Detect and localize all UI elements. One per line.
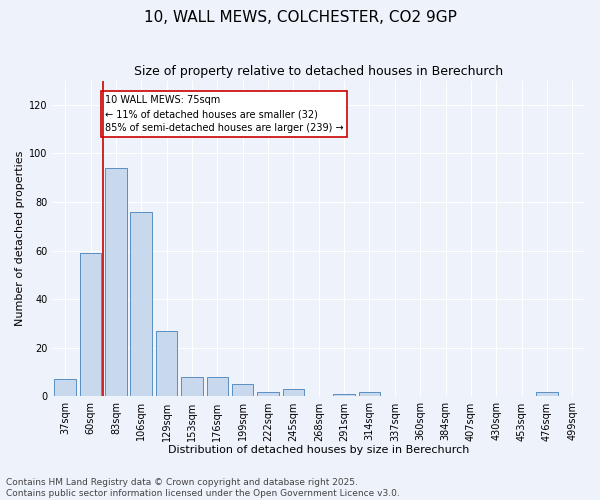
Bar xyxy=(80,253,101,396)
Bar xyxy=(283,389,304,396)
Bar xyxy=(55,380,76,396)
Title: Size of property relative to detached houses in Berechurch: Size of property relative to detached ho… xyxy=(134,65,503,78)
Bar xyxy=(206,377,228,396)
Y-axis label: Number of detached properties: Number of detached properties xyxy=(15,151,25,326)
Text: Contains HM Land Registry data © Crown copyright and database right 2025.
Contai: Contains HM Land Registry data © Crown c… xyxy=(6,478,400,498)
Text: 10, WALL MEWS, COLCHESTER, CO2 9GP: 10, WALL MEWS, COLCHESTER, CO2 9GP xyxy=(143,10,457,25)
Bar xyxy=(105,168,127,396)
Bar xyxy=(232,384,253,396)
Bar xyxy=(181,377,203,396)
Bar xyxy=(130,212,152,396)
Bar xyxy=(257,392,279,396)
X-axis label: Distribution of detached houses by size in Berechurch: Distribution of detached houses by size … xyxy=(168,445,469,455)
Bar xyxy=(536,392,558,396)
Text: 10 WALL MEWS: 75sqm
← 11% of detached houses are smaller (32)
85% of semi-detach: 10 WALL MEWS: 75sqm ← 11% of detached ho… xyxy=(104,95,343,133)
Bar xyxy=(156,331,178,396)
Bar xyxy=(334,394,355,396)
Bar xyxy=(359,392,380,396)
